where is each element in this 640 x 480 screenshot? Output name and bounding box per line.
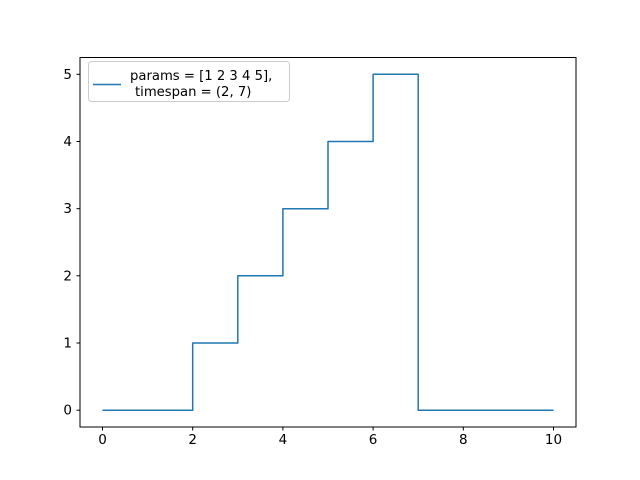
x-tick-label: 0	[98, 432, 107, 448]
y-tick-label: 5	[63, 67, 72, 83]
y-axis: 0 1 2 3 4 5	[63, 67, 80, 419]
y-tick-label: 0	[63, 403, 72, 419]
legend-label-line1: params = [1 2 3 4 5],	[130, 69, 272, 84]
legend: params = [1 2 3 4 5], timespan = (2, 7)	[88, 61, 290, 102]
legend-label-line2: timespan = (2, 7)	[135, 85, 251, 100]
x-axis: 0 2 4 6 8 10	[98, 427, 562, 448]
y-tick-label: 4	[63, 134, 72, 150]
y-tick-label: 2	[63, 268, 72, 284]
x-tick-label: 8	[459, 432, 468, 448]
legend-box	[88, 61, 290, 102]
y-tick-label: 3	[63, 201, 72, 217]
x-tick-label: 2	[188, 432, 197, 448]
x-tick-label: 10	[545, 432, 562, 448]
plot-area-border	[79, 57, 577, 428]
x-tick-label: 6	[369, 432, 378, 448]
y-tick-label: 1	[63, 336, 72, 352]
x-tick-label: 4	[279, 432, 288, 448]
step-line-series	[102, 73, 554, 411]
